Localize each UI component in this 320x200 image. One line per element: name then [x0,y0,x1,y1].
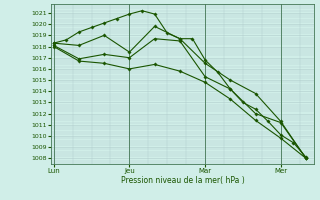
X-axis label: Pression niveau de la mer( hPa ): Pression niveau de la mer( hPa ) [121,176,244,185]
